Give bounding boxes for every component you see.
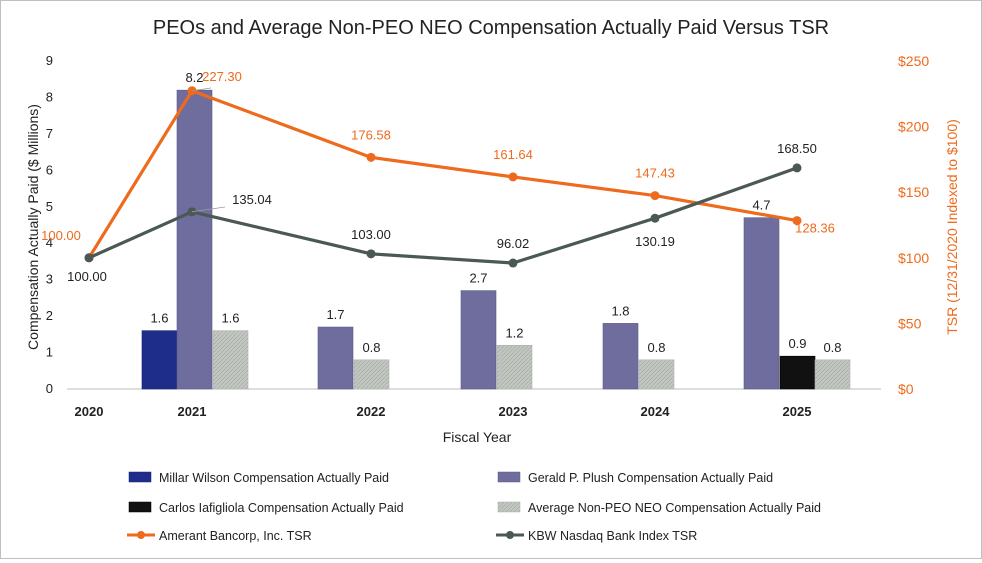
- line-point-0-2022: [366, 152, 376, 162]
- line-data-label: 130.19: [635, 234, 675, 249]
- chart-title: PEOs and Average Non-PEO NEO Compensatio…: [153, 17, 829, 39]
- legend-entry: KBW Nasdaq Bank Index TSR: [528, 529, 697, 543]
- bar-data-label: 1.8: [611, 303, 629, 318]
- line-point-0-2024: [650, 191, 660, 201]
- bar-1-2024: [602, 323, 639, 390]
- bar-1-2023: [460, 290, 497, 390]
- line-point-0-2025: [792, 216, 802, 226]
- x-category-label: 2023: [499, 404, 528, 419]
- line-data-label: 103.00: [351, 227, 391, 242]
- bar-data-label: 4.7: [752, 198, 770, 213]
- y-tick-left-label: 7: [46, 126, 53, 141]
- y-tick-left-label: 1: [46, 345, 53, 360]
- bar-data-label: 0.8: [647, 340, 665, 355]
- leader-line: [191, 206, 226, 213]
- legend-swatch: [497, 501, 521, 513]
- x-category-label: 2020: [75, 404, 104, 419]
- bar-data-label: 1.6: [221, 311, 239, 326]
- bar-data-label: 1.7: [326, 307, 344, 322]
- line-data-label: 96.02: [497, 236, 530, 251]
- line-data-label: 128.36: [795, 221, 835, 236]
- line-data-label: 227.30: [202, 69, 242, 84]
- line-point-1-2024: [650, 213, 660, 223]
- legend-entry: Millar Wilson Compensation Actually Paid: [159, 471, 389, 485]
- y-tick-left-label: 4: [46, 235, 53, 250]
- legend-entry: Gerald P. Plush Compensation Actually Pa…: [528, 471, 773, 485]
- y-tick-right-label: $200: [898, 119, 929, 135]
- y-tick-left-label: 3: [46, 272, 53, 287]
- y-tick-left-label: 6: [46, 162, 53, 177]
- y-tick-right-label: $250: [898, 53, 929, 69]
- bar-data-label: 8.2: [185, 70, 203, 85]
- legend-swatch: [128, 471, 152, 483]
- plot-area: 0 1 2 3 4 5 6 7 8 9 $0 $50 $100 $150 $200 $250 2020 2021 2…: [41, 53, 929, 419]
- legend-entry: Amerant Bancorp, Inc. TSR: [159, 529, 312, 543]
- x-category-label: 2024: [641, 404, 671, 419]
- bar-3-2022: [353, 359, 390, 390]
- legend: Millar Wilson Compensation Actually Paid…: [127, 471, 821, 543]
- bar-1-2025: [743, 217, 780, 390]
- line-data-label: 100.00: [41, 228, 81, 243]
- bar-data-label: 0.8: [823, 340, 841, 355]
- leader-line: [191, 87, 212, 92]
- legend-swatch: [497, 471, 521, 483]
- y-tick-left-label: 2: [46, 308, 53, 323]
- y-tick-left-label: 5: [46, 199, 53, 214]
- legend-swatch: [128, 501, 152, 513]
- bar-data-label: 2.7: [469, 271, 487, 286]
- line-point-1-2025: [792, 163, 802, 173]
- bar-0-2021: [141, 330, 178, 390]
- line-data-label: 161.64: [493, 147, 533, 162]
- line-series-0: [87, 89, 798, 259]
- legend-marker: [137, 531, 145, 539]
- legend-entry: Carlos Iafigliola Compensation Actually …: [159, 501, 404, 515]
- line-data-label: 100.00: [67, 269, 107, 284]
- y-tick-left-label: 0: [46, 381, 53, 396]
- bar-3-2023: [496, 344, 533, 390]
- x-axis-label: Fiscal Year: [443, 429, 512, 445]
- bar-1-2021: [176, 89, 213, 390]
- bar-1-2022: [317, 326, 354, 390]
- y-tick-right-label: $100: [898, 250, 929, 266]
- line-data-label: 135.04: [232, 192, 272, 207]
- bar-data-label: 0.8: [362, 340, 380, 355]
- y-tick-right-label: $50: [898, 315, 922, 331]
- x-category-label: 2025: [783, 404, 812, 419]
- line-data-label: 176.58: [351, 127, 391, 142]
- x-category-label: 2021: [178, 404, 207, 419]
- y-axis-label-left: Compensation Actually Paid ($ Millions): [25, 104, 41, 350]
- bar-data-label: 1.2: [505, 325, 523, 340]
- y-tick-right-label: $150: [898, 184, 929, 200]
- bar-3-2021: [212, 330, 249, 390]
- line-point-0-2023: [508, 172, 518, 182]
- line-data-label: 168.50: [777, 141, 817, 156]
- y-tick-left-label: 9: [46, 53, 53, 68]
- line-data-label: 147.43: [635, 166, 675, 181]
- line-series-1: [88, 166, 798, 265]
- y-tick-right-label: $0: [898, 381, 914, 397]
- bar-data-label: 1.6: [150, 311, 168, 326]
- line-point-1-2023: [508, 258, 518, 268]
- bar-data-label: 0.9: [788, 336, 806, 351]
- bar-3-2025: [814, 359, 851, 390]
- bar-2-2025: [779, 355, 816, 390]
- legend-marker: [506, 531, 514, 539]
- y-tick-left-label: 8: [46, 89, 53, 104]
- y-axis-label-right: TSR (12/31/2020 Indexed to $100): [944, 119, 960, 335]
- bar-3-2024: [638, 359, 675, 390]
- x-category-label: 2022: [357, 404, 386, 419]
- legend-entry: Average Non-PEO NEO Compensation Actuall…: [528, 501, 821, 515]
- line-point-1-2020: [84, 253, 94, 263]
- line-point-1-2022: [366, 249, 376, 259]
